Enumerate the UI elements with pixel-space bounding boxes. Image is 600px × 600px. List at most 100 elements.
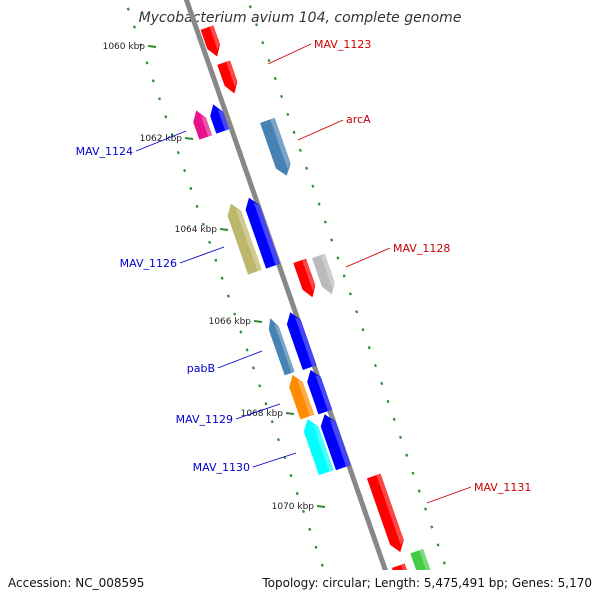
leader-line	[345, 247, 391, 268]
left-track-dot	[280, 94, 284, 99]
gene-9[interactable]	[193, 110, 213, 140]
gene-10[interactable]	[210, 104, 230, 134]
left-track-dot	[405, 453, 409, 457]
left-track-dot	[436, 543, 440, 547]
gene-label-mav-1123[interactable]: MAV_1123	[314, 38, 371, 51]
left-track-dot	[355, 310, 359, 314]
gene-15[interactable]	[289, 374, 315, 420]
right-track-dot	[145, 61, 149, 65]
left-track-dot	[386, 399, 390, 404]
gene-arrow[interactable]	[366, 473, 404, 553]
left-track-dot	[267, 59, 271, 63]
right-track-dot	[239, 330, 243, 334]
gene-highlight	[329, 419, 351, 467]
gene-highlight	[295, 317, 317, 367]
summary-text: Topology: circular; Length: 5,475,491 bp…	[261, 576, 592, 590]
feature-tracks	[126, 5, 453, 600]
left-track-dot	[424, 507, 427, 511]
right-track-dot	[220, 276, 224, 280]
right-track-dot	[320, 563, 324, 567]
gene-17[interactable]	[303, 419, 334, 476]
right-track-dot	[195, 204, 199, 209]
right-track-dot	[189, 186, 193, 191]
label-leaders	[135, 43, 472, 504]
accession-text: Accession: NC_008595	[8, 576, 144, 590]
right-track-dot	[308, 527, 312, 531]
gene-13[interactable]	[268, 318, 295, 376]
left-track-dot	[373, 363, 377, 368]
tick-label-1060: 1060 kbp	[103, 42, 146, 52]
gene-label-mav-1128[interactable]: MAV_1128	[393, 242, 450, 255]
leader-line	[135, 130, 187, 152]
gene-highlight	[376, 473, 404, 546]
right-track-dot	[214, 258, 218, 262]
kbp-ticks: 1060 kbp 1062 kbp 1064 kbp 1066 kbp 1068…	[103, 42, 326, 512]
footer-backdrop	[0, 570, 600, 600]
tick-label-1068: 1068 kbp	[241, 409, 284, 419]
left-track-dot	[367, 346, 371, 350]
gene-label-mav-1126[interactable]: MAV_1126	[120, 257, 177, 270]
right-track-dot	[164, 115, 168, 119]
tick-mark	[316, 505, 326, 508]
gene-label-arca[interactable]: arcA	[346, 113, 371, 126]
gene-label-mav-1129[interactable]: MAV_1129	[176, 413, 233, 426]
right-track-dot	[126, 7, 130, 11]
left-track-dot	[411, 471, 415, 475]
left-track-dot	[348, 292, 352, 296]
right-track-dot	[276, 438, 280, 442]
gene-12[interactable]	[245, 197, 280, 269]
gene-arrow[interactable]	[260, 117, 291, 176]
gene-2[interactable]	[217, 60, 238, 94]
right-track-dot	[264, 402, 268, 406]
gene-highlight	[209, 25, 220, 50]
right-track-dot	[133, 25, 136, 29]
left-track-dot	[399, 435, 402, 439]
gene-11[interactable]	[227, 203, 262, 275]
left-track-dot	[273, 76, 277, 81]
left-track-dot	[417, 489, 421, 493]
gene-highlight	[217, 109, 229, 131]
right-track-dot	[258, 384, 262, 388]
gene-label-pabb[interactable]: pabB	[187, 362, 215, 375]
tick-label-1062: 1062 kbp	[140, 134, 183, 144]
tick-mark	[184, 137, 194, 140]
gene-18[interactable]	[320, 414, 351, 471]
left-track-dot	[292, 130, 296, 134]
right-track-dot	[302, 509, 305, 514]
leader-line	[235, 403, 281, 420]
right-track-dot	[158, 97, 161, 101]
leader-line	[252, 452, 297, 468]
leader-line	[297, 119, 344, 141]
left-track-dot	[342, 274, 346, 278]
tick-label-1070: 1070 kbp	[272, 502, 315, 512]
gene-highlight	[312, 424, 334, 472]
left-track-dot	[442, 561, 446, 565]
gene-label-mav-1130[interactable]: MAV_1130	[193, 461, 250, 474]
right-track-dot	[170, 133, 174, 137]
left-track-dot	[380, 381, 384, 386]
gene-14[interactable]	[286, 312, 317, 371]
left-track-dot	[298, 148, 302, 152]
gene-label-mav-1124[interactable]: MAV_1124	[76, 145, 133, 158]
left-track-dot	[305, 166, 309, 170]
tick-mark	[285, 412, 295, 415]
right-track-dot	[176, 151, 180, 155]
left-track-dot	[323, 220, 327, 224]
leader-line	[179, 246, 225, 264]
right-track-dot	[151, 79, 155, 83]
gene-6[interactable]	[366, 473, 404, 553]
gene-highlight	[302, 258, 316, 291]
gene-label-mav-1131[interactable]: MAV_1131	[474, 481, 531, 494]
gene-highlight	[320, 253, 335, 288]
right-track-dot	[295, 491, 299, 496]
right-track-dot	[226, 294, 230, 298]
gene-highlight	[297, 379, 314, 416]
gene-5[interactable]	[311, 253, 335, 295]
left-track-dot	[361, 328, 365, 332]
gene-16[interactable]	[307, 369, 333, 415]
gene-1[interactable]	[200, 25, 221, 57]
gene-4[interactable]	[293, 258, 316, 298]
gene-3[interactable]	[260, 117, 291, 176]
map-title: Mycobacterium avium 104, complete genome	[139, 10, 462, 26]
left-track-dot	[248, 5, 252, 9]
